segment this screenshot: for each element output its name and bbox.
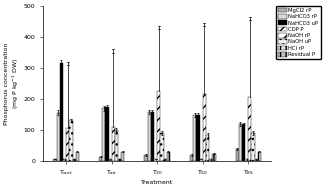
Legend: MgCl2 rP, NaHCO3 rP, NaHCO3 uP, CDP P, NaOH rP, NaOH uP, HCl rP, Residual P: MgCl2 rP, NaHCO3 rP, NaHCO3 uP, CDP P, N… [276,6,320,59]
Bar [248,97,252,160]
Bar [193,115,196,160]
Bar [57,113,60,160]
Bar [196,115,200,160]
Bar [245,159,248,160]
Bar [109,159,112,160]
Bar [255,159,258,160]
Bar [66,128,69,160]
Bar [102,108,105,160]
Bar [105,107,109,160]
Bar [236,149,239,160]
Bar [239,124,242,160]
Bar [145,155,148,160]
Bar [209,159,212,160]
Y-axis label: Phosphorus concentration
(mg P kg$^{-1}$ DW): Phosphorus concentration (mg P kg$^{-1}$… [4,42,21,125]
Bar [63,159,66,160]
Bar [151,112,154,160]
Bar [258,152,261,160]
Bar [157,91,161,160]
Bar [118,159,121,160]
Bar [163,159,167,160]
Bar [112,127,115,160]
X-axis label: Treatment: Treatment [141,180,173,185]
Bar [242,124,245,160]
Bar [148,112,151,160]
Bar [206,135,209,160]
Bar [69,120,72,160]
Bar [200,159,203,160]
Bar [99,157,102,160]
Bar [154,159,157,160]
Bar [212,154,215,160]
Bar [167,152,170,160]
Bar [72,159,76,160]
Bar [190,155,193,160]
Bar [203,94,206,160]
Bar [115,130,118,160]
Bar [60,63,63,160]
Bar [121,152,124,160]
Bar [76,152,79,160]
Bar [53,159,57,160]
Bar [252,133,255,160]
Bar [161,133,163,160]
